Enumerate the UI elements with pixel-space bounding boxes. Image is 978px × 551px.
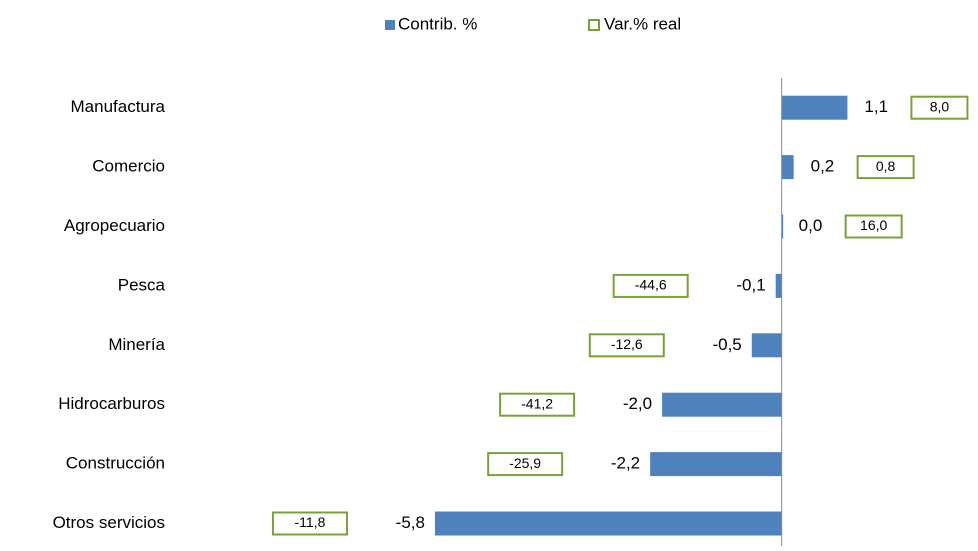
value-label: -2,0 xyxy=(623,394,652,413)
value-box xyxy=(844,214,903,239)
value-box xyxy=(612,273,689,298)
value-label: 0,0 xyxy=(799,216,823,235)
value-box xyxy=(910,95,969,120)
value-box-label: -41,2 xyxy=(521,395,553,411)
value-label: 0,2 xyxy=(811,157,835,176)
legend-swatch xyxy=(385,20,395,30)
legend-label: Var.% real xyxy=(604,14,681,33)
y-tick-label: Hidrocarburos xyxy=(58,394,165,413)
y-tick-label: Manufactura xyxy=(71,97,166,116)
value-box-label: -11,8 xyxy=(295,514,326,530)
value-box-label: -25,9 xyxy=(509,455,541,471)
y-tick-label: Construcción xyxy=(66,454,165,473)
legend-label: Contrib. % xyxy=(398,14,477,33)
y-tick-label: Minería xyxy=(108,335,165,354)
value-box-label: 16,0 xyxy=(860,217,887,233)
y-tick-label: Comercio xyxy=(92,157,165,176)
value-box xyxy=(271,511,348,536)
value-label: -0,5 xyxy=(712,335,741,354)
bar xyxy=(781,214,784,239)
bar xyxy=(781,155,794,180)
bar xyxy=(650,452,782,477)
bar xyxy=(775,273,782,298)
value-label: -5,8 xyxy=(396,513,425,532)
legend-swatch xyxy=(588,19,600,31)
value-label: 1,1 xyxy=(864,97,888,116)
value-box xyxy=(487,452,564,477)
value-label: -2,2 xyxy=(611,454,640,473)
bar xyxy=(434,511,782,536)
value-box-label: 8,0 xyxy=(930,98,950,114)
value-box-label: 0,8 xyxy=(876,158,896,174)
value-box-label: -44,6 xyxy=(635,277,667,293)
value-box xyxy=(499,392,576,417)
value-label: -0,1 xyxy=(736,275,765,294)
value-box xyxy=(856,155,915,180)
bar xyxy=(662,392,782,417)
value-box-label: -12,6 xyxy=(611,336,643,352)
bar xyxy=(751,333,782,358)
y-tick-label: Pesca xyxy=(118,275,166,294)
y-tick-label: Otros servicios xyxy=(53,513,165,532)
value-box xyxy=(588,333,665,358)
bar xyxy=(781,95,848,120)
y-tick-label: Agropecuario xyxy=(64,216,165,235)
